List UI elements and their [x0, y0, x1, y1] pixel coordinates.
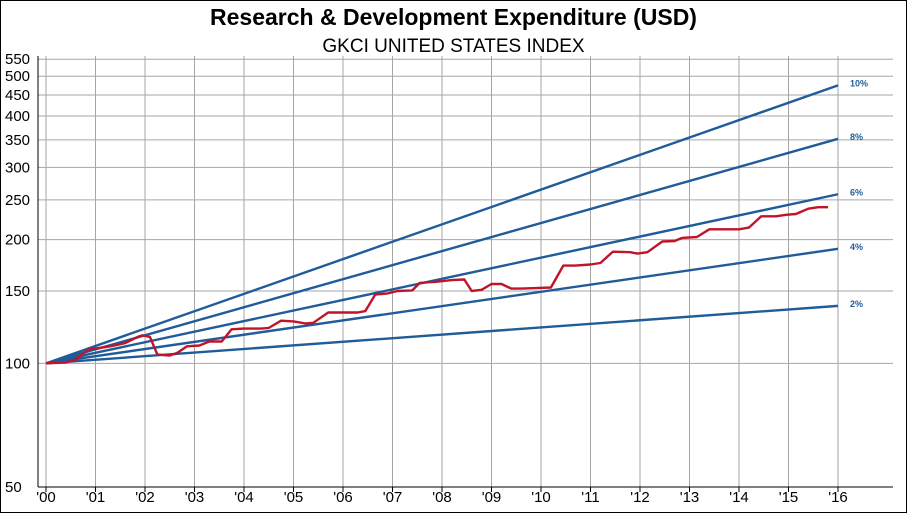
- reference-line: [45, 247, 839, 365]
- y-tick-label: 500: [5, 68, 30, 85]
- y-tick-label: 250: [5, 192, 30, 209]
- x-tick-label: '05: [284, 489, 304, 506]
- x-tick-label: '09: [482, 489, 502, 506]
- index-line: [45, 206, 829, 365]
- y-tick-label: 150: [5, 283, 30, 300]
- x-tick-label: '00: [36, 489, 56, 506]
- y-tick-label: 350: [5, 132, 30, 149]
- x-tick-label: '08: [432, 489, 452, 506]
- x-tick-label: '15: [779, 489, 799, 506]
- reference-line-label: 8%: [850, 132, 863, 142]
- x-tick-label: '06: [333, 489, 353, 506]
- reference-line: [45, 193, 839, 365]
- x-tick-label: '01: [86, 489, 106, 506]
- y-tick-label: 450: [5, 87, 30, 104]
- x-tick-label: '03: [185, 489, 205, 506]
- y-tick-label: 400: [5, 108, 30, 125]
- x-tick-label: '11: [581, 489, 599, 506]
- y-tick-label: 200: [5, 232, 30, 249]
- reference-line-labels: 10% 8% 6% 4% 2%: [850, 78, 868, 309]
- reference-line-label: 2%: [850, 299, 863, 309]
- reference-line-label: 10%: [850, 78, 868, 88]
- reference-line-label: 6%: [850, 187, 863, 197]
- chart-title: Research & Development Expenditure (USD): [210, 4, 697, 30]
- y-tick-label: 550: [5, 51, 30, 68]
- reference-line-label: 4%: [850, 242, 863, 252]
- x-tick-label: '12: [630, 489, 650, 506]
- x-tick-label: '10: [531, 489, 551, 506]
- x-tick-label: '13: [680, 489, 700, 506]
- index-series: [45, 206, 829, 365]
- x-tick-label: '02: [135, 489, 155, 506]
- x-tick-label: '14: [729, 489, 749, 506]
- reference-line: [45, 137, 839, 365]
- axes: [37, 56, 893, 492]
- reference-line: [45, 84, 839, 365]
- y-tick-label: 50: [5, 479, 22, 496]
- x-tick-label: '07: [383, 489, 403, 506]
- y-tick-label: 100: [5, 355, 30, 372]
- chart-subtitle: GKCI UNITED STATES INDEX: [322, 36, 585, 57]
- y-tick-label: 300: [5, 159, 30, 176]
- grid-lines: [38, 56, 893, 488]
- x-tick-labels: '00 '01 '02 '03 '04 '05 '06 '07 '08 '09 '10 '11 '12 '…: [36, 489, 848, 506]
- x-tick-label: '16: [828, 489, 848, 506]
- x-tick-label: '04: [234, 489, 254, 506]
